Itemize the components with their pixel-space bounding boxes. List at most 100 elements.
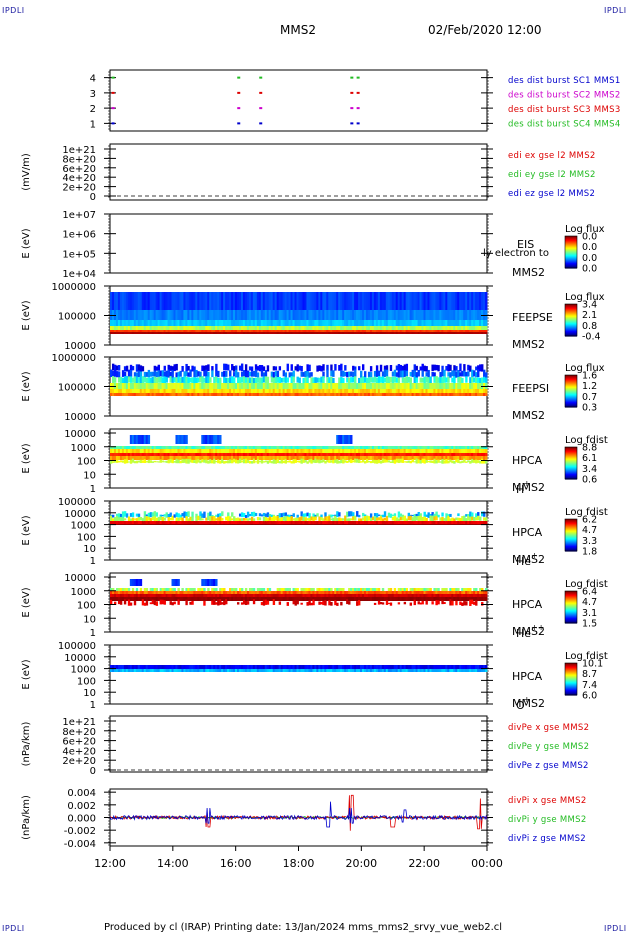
spectrogram-cell (163, 591, 166, 594)
spectrogram-cell (363, 330, 367, 332)
spectrogram-cell (223, 389, 226, 393)
spectrogram-cell (149, 393, 153, 396)
spectrogram-cell (433, 453, 436, 456)
spectrogram-cell (288, 320, 291, 326)
spectrogram-cell (246, 393, 250, 396)
spectrogram-cell (217, 377, 220, 384)
spectrogram-cell (141, 435, 145, 444)
spectrogram-cell (169, 326, 172, 330)
spectrogram-cell (381, 332, 385, 334)
spectrogram-cell (391, 377, 395, 384)
spectrogram-cell (262, 383, 266, 389)
spectrogram-cell (441, 332, 444, 334)
spectrogram-cell (292, 330, 295, 332)
spectrogram-cell (381, 292, 385, 310)
spectrogram-cell (231, 389, 234, 393)
spectrogram-cell (425, 326, 428, 330)
spectrogram-cell (211, 393, 214, 396)
spectrogram-cell (475, 459, 478, 464)
spectrogram-cell (121, 449, 125, 453)
spectrogram-cell (110, 515, 113, 522)
y-axis-label-feepse: E (eV) (21, 300, 32, 330)
spectrogram-cell (183, 376, 186, 383)
spectrogram-cell (308, 332, 311, 334)
spectrogram-cell (369, 310, 373, 320)
spectrogram-cell (240, 383, 244, 389)
spectrogram-cell (240, 326, 244, 330)
spectrogram-cell (238, 594, 242, 597)
spectrogram-cell (252, 449, 256, 453)
spectrogram-cell (425, 330, 428, 332)
spectrogram-cell (465, 521, 468, 524)
spectrogram-cell (294, 453, 297, 456)
colorbar-tick-label: 1.2 (582, 381, 597, 392)
colorbar-tick-label: 0.6 (582, 475, 597, 486)
spectrogram-cell (473, 377, 476, 383)
spectrogram-cell (316, 365, 319, 372)
spectrogram-cell (447, 456, 450, 460)
spectrogram-cell (367, 330, 371, 332)
colorbar-swatch (565, 529, 577, 531)
spectrogram-cell (292, 456, 295, 460)
spectrogram-cell (298, 517, 301, 522)
spectrogram-cell (143, 588, 147, 591)
spectrogram-cell (129, 320, 133, 326)
spectrogram-cell (431, 393, 434, 396)
spectrogram-cell (375, 456, 379, 460)
spectrogram-cell (453, 518, 456, 522)
spectrogram-cell (207, 588, 210, 591)
spectrogram-cell (219, 332, 222, 334)
spectrogram-cell (459, 363, 462, 372)
spectrogram-cell (163, 326, 166, 330)
spectrogram-cell (223, 456, 226, 460)
spectrogram-cell (300, 371, 303, 377)
spectrogram-cell (175, 521, 178, 524)
spectrogram-cell (199, 332, 202, 334)
spectrogram-cell (467, 456, 470, 460)
spectrogram-cell (173, 456, 176, 460)
spectrogram-cell (125, 292, 129, 310)
spectrogram-cell (358, 449, 361, 453)
spacecraft-label: MMS2 (512, 266, 545, 279)
spectrogram-cell (445, 292, 448, 310)
spectrogram-cell (207, 332, 210, 334)
spectrogram-cell (387, 292, 391, 310)
spectrogram-cell (258, 588, 262, 591)
spectrogram-cell (250, 449, 254, 453)
spectrogram-feepse (110, 292, 488, 334)
spectrogram-cell (338, 383, 341, 389)
spectrogram-cell (298, 460, 301, 463)
spectrogram-cell (346, 326, 349, 330)
spectrogram-cell (350, 435, 353, 444)
spectrogram-cell (227, 393, 230, 396)
spectrogram-cell (256, 456, 260, 460)
spectrogram-cell (155, 393, 159, 396)
spectrogram-cell (121, 370, 125, 377)
spectrogram-cell (367, 310, 371, 320)
spectrogram-cell (310, 332, 313, 334)
spectrogram-cell (371, 521, 375, 524)
spectrogram-cell (407, 376, 411, 383)
spectrogram-cell (189, 330, 192, 332)
spectrogram-cell (203, 579, 206, 586)
spectrogram-cell (137, 521, 141, 524)
spectrogram-cell (471, 446, 474, 449)
spectrogram-cell (449, 383, 452, 389)
spectrogram-cell (469, 516, 472, 522)
spectrogram-cell (221, 524, 224, 525)
spectrogram-cell (213, 579, 216, 586)
spectrogram-cell (421, 332, 424, 334)
spectrogram-cell (169, 524, 172, 525)
spectrogram-cell (151, 332, 155, 334)
spectrogram-cell (455, 521, 458, 524)
spectrogram-cell (363, 446, 367, 449)
spectrogram-cell (409, 456, 412, 460)
spectrogram-cell (431, 460, 434, 463)
spectrogram-cell (342, 389, 345, 393)
spectrogram-cell (127, 376, 131, 383)
spectrogram-cell (167, 459, 170, 464)
spectrogram-cell (215, 363, 218, 372)
spectrogram-cell (238, 377, 242, 384)
spectrogram-cell (296, 594, 299, 597)
spectrogram-cell (469, 330, 472, 332)
